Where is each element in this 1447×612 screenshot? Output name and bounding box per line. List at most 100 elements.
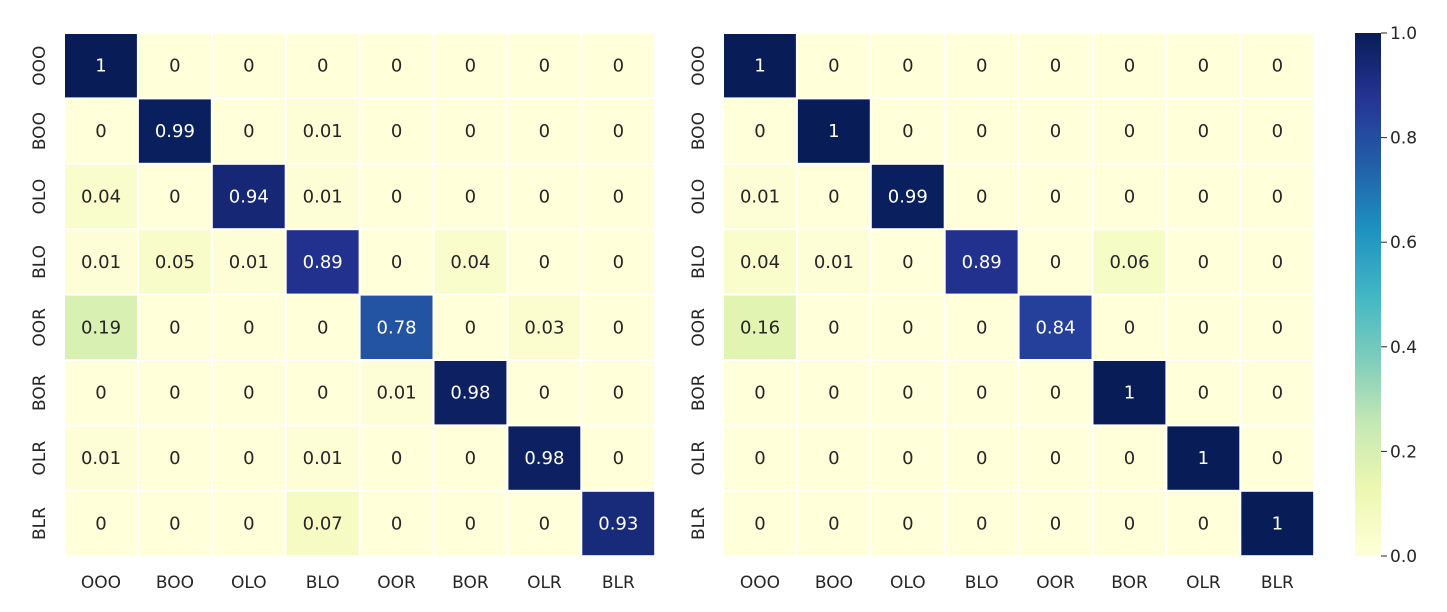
heatmap-cell (582, 295, 655, 359)
cell-value-label: 0 (902, 383, 913, 404)
heatmap-cell (1241, 99, 1314, 163)
heatmap-cell (724, 230, 796, 294)
cell-value-label: 0 (976, 187, 987, 208)
heatmap-cell (1241, 295, 1314, 359)
cell-value-label: 0.04 (81, 187, 121, 208)
cell-value-label: 0 (1124, 448, 1135, 469)
heatmap-cell (360, 34, 433, 98)
cell-value-label: 0 (976, 383, 987, 404)
y-tick-label: OOO (30, 46, 50, 86)
cell-value-label: 0 (613, 383, 624, 404)
x-tick-label: OOO (740, 573, 780, 593)
cell-value-label: 0 (243, 56, 254, 77)
heatmap-cell (1241, 491, 1314, 556)
x-tick-label: BOO (815, 573, 853, 593)
cell-value-label: 0 (1124, 121, 1135, 142)
heatmap-cell (138, 361, 211, 425)
heatmap-cell (212, 164, 285, 229)
cell-value-label: 1 (1198, 448, 1209, 469)
cell-value-label: 0 (754, 448, 765, 469)
cell-value-label: 0 (391, 121, 402, 142)
heatmap-cell (797, 361, 870, 425)
heatmap-cell (286, 99, 359, 163)
heatmap-cell (724, 99, 796, 163)
cell-value-label: 0 (95, 121, 106, 142)
heatmap-cell (212, 230, 285, 294)
cell-value-label: 0 (902, 252, 913, 273)
heatmap-cell (434, 295, 507, 359)
cell-value-label: 0 (754, 383, 765, 404)
cell-value-label: 0 (902, 514, 913, 535)
cell-value-label: 0 (465, 187, 476, 208)
cell-value-label: 0 (976, 56, 987, 77)
heatmap-cell (724, 426, 796, 490)
heatmap-cell (360, 491, 433, 556)
cell-value-label: 1 (95, 56, 106, 77)
y-tick-label: OLR (689, 441, 709, 476)
heatmap-cell (1093, 99, 1166, 163)
heatmap-cell (286, 491, 359, 556)
heatmap-cell (1093, 426, 1166, 490)
heatmap-cell (871, 491, 944, 556)
cell-value-label: 0.78 (377, 317, 417, 338)
cell-value-label: 0.89 (962, 252, 1002, 273)
y-tick-label: BOR (30, 374, 50, 411)
cell-value-label: 0 (465, 121, 476, 142)
cell-value-label: 0 (1050, 514, 1061, 535)
heatmap-cell (212, 99, 285, 163)
cell-value-label: 0 (902, 56, 913, 77)
cell-value-label: 1 (1124, 383, 1135, 404)
cell-value-label: 0 (613, 448, 624, 469)
heatmap-cell (286, 230, 359, 294)
colorbar-tick-label: 0.6 (1390, 233, 1417, 253)
heatmap-cell (65, 491, 137, 556)
cell-value-label: 0 (1198, 514, 1209, 535)
heatmap-cell (286, 426, 359, 490)
x-tick-label: BLR (602, 573, 635, 593)
heatmap-cell (797, 491, 870, 556)
cell-value-label: 0 (317, 383, 328, 404)
cell-value-label: 0 (828, 187, 839, 208)
x-tick-label: BOO (156, 573, 194, 593)
colorbar: 0.0 0.2 0.4 0.6 0.8 1.0 (1355, 24, 1417, 567)
cell-value-label: 0 (169, 56, 180, 77)
cell-value-label: 0.01 (814, 252, 854, 273)
cell-value-label: 0.93 (598, 514, 638, 535)
heatmap-cell (945, 426, 1018, 490)
cell-value-label: 0.01 (303, 448, 343, 469)
cell-value-label: 0 (976, 317, 987, 338)
colorbar-tick-label: 0.8 (1390, 129, 1417, 149)
cell-value-label: 0 (902, 317, 913, 338)
heatmap-cell (65, 295, 137, 359)
cell-value-label: 0.01 (740, 187, 780, 208)
heatmap-cell (138, 491, 211, 556)
cell-value-label: 0 (1124, 317, 1135, 338)
cell-value-label: 0.99 (888, 187, 928, 208)
heatmap-cell (434, 34, 507, 98)
heatmap-cell (1019, 164, 1092, 229)
heatmap-cell (1241, 361, 1314, 425)
cell-value-label: 0.89 (303, 252, 343, 273)
cell-value-label: 0 (539, 252, 550, 273)
cell-value-label: 0 (391, 514, 402, 535)
cell-value-label: 0 (613, 252, 624, 273)
cell-value-label: 0 (1198, 56, 1209, 77)
cell-value-label: 0 (902, 448, 913, 469)
cell-value-label: 0 (1272, 187, 1283, 208)
heatmap-cell (65, 99, 137, 163)
cell-value-label: 0.01 (229, 252, 269, 273)
cell-value-label: 1 (1272, 514, 1283, 535)
colorbar-tick-label: 1.0 (1390, 24, 1417, 44)
heatmap-cell (138, 99, 211, 163)
heatmap-cell (724, 361, 796, 425)
heatmap-cell (1167, 491, 1240, 556)
cell-value-label: 0 (754, 121, 765, 142)
cell-value-label: 0 (1198, 383, 1209, 404)
heatmap-cell (582, 426, 655, 490)
cell-value-label: 0 (613, 56, 624, 77)
heatmap-cell (1093, 491, 1166, 556)
heatmap-cell (1019, 99, 1092, 163)
heatmap-cell (1093, 34, 1166, 98)
cell-value-label: 0 (902, 121, 913, 142)
heatmap-cell (1167, 99, 1240, 163)
